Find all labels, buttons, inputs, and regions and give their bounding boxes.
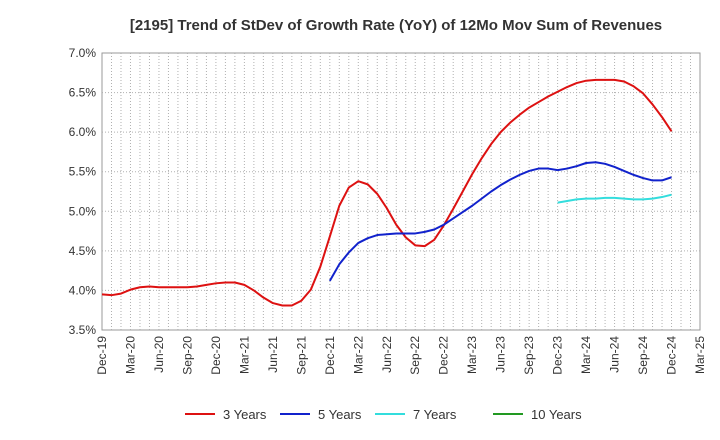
legend-label: 5 Years bbox=[318, 407, 362, 422]
x-tick-label: Dec-20 bbox=[209, 336, 223, 375]
x-tick-label: Mar-24 bbox=[579, 336, 593, 374]
y-tick-label: 7.0% bbox=[69, 46, 97, 60]
x-tick-label: Dec-23 bbox=[551, 336, 565, 375]
x-tick-label: Mar-21 bbox=[237, 336, 251, 374]
x-tick-label: Mar-20 bbox=[123, 336, 137, 374]
y-tick-label: 4.5% bbox=[69, 244, 97, 258]
x-tick-label: Dec-22 bbox=[437, 336, 451, 375]
x-tick-label: Jun-24 bbox=[608, 336, 622, 373]
x-tick-label: Sep-21 bbox=[294, 336, 308, 375]
x-tick-label: Sep-22 bbox=[408, 336, 422, 375]
chart-title: [2195] Trend of StDev of Growth Rate (Yo… bbox=[130, 17, 662, 34]
x-tick-label: Sep-20 bbox=[180, 336, 194, 375]
plot-border bbox=[101, 52, 701, 331]
x-tick-label: Dec-24 bbox=[665, 336, 679, 375]
legend-item-5-years: 5 Years bbox=[280, 407, 362, 422]
grid bbox=[101, 52, 701, 331]
series-layer bbox=[101, 78, 673, 307]
legend-label: 10 Years bbox=[531, 407, 582, 422]
x-tick-label: Sep-23 bbox=[522, 336, 536, 375]
legend-label: 3 Years bbox=[223, 407, 267, 422]
x-tick-label: Sep-24 bbox=[636, 336, 650, 375]
axes: 7.0% 6.5% 6.0% 5.5% 5.0% 4.5% 4.0% 3.5%Dec-19 Ma… bbox=[69, 46, 707, 375]
legend-label: 7 Years bbox=[413, 407, 457, 422]
legend-item-3-years: 3 Years bbox=[185, 407, 267, 422]
y-tick-label: 6.5% bbox=[69, 86, 97, 100]
legend-item-7-years: 7 Years bbox=[375, 407, 457, 422]
x-tick-label: Mar-23 bbox=[465, 336, 479, 374]
series-line-3-years bbox=[101, 78, 673, 307]
y-tick-label: 6.0% bbox=[69, 125, 97, 139]
y-tick-label: 5.5% bbox=[69, 165, 97, 179]
legend-item-10-years: 10 Years bbox=[493, 407, 582, 422]
series-line-7-years bbox=[557, 193, 672, 204]
series-line-5-years bbox=[328, 161, 672, 282]
x-tick-label: Mar-25 bbox=[693, 336, 707, 374]
x-tick-label: Dec-19 bbox=[95, 336, 109, 375]
y-tick-label: 5.0% bbox=[69, 204, 97, 218]
x-tick-label: Jun-22 bbox=[380, 336, 394, 373]
x-tick-label: Jun-20 bbox=[152, 336, 166, 373]
x-tick-label: Jun-21 bbox=[266, 336, 280, 373]
x-tick-label: Mar-22 bbox=[351, 336, 365, 374]
x-tick-label: Jun-23 bbox=[494, 336, 508, 373]
y-tick-label: 3.5% bbox=[69, 323, 97, 337]
legend: 3 Years 5 Years 7 Years 10 Years bbox=[185, 407, 582, 422]
x-tick-label: Dec-21 bbox=[323, 336, 337, 375]
y-tick-label: 4.0% bbox=[69, 283, 97, 297]
